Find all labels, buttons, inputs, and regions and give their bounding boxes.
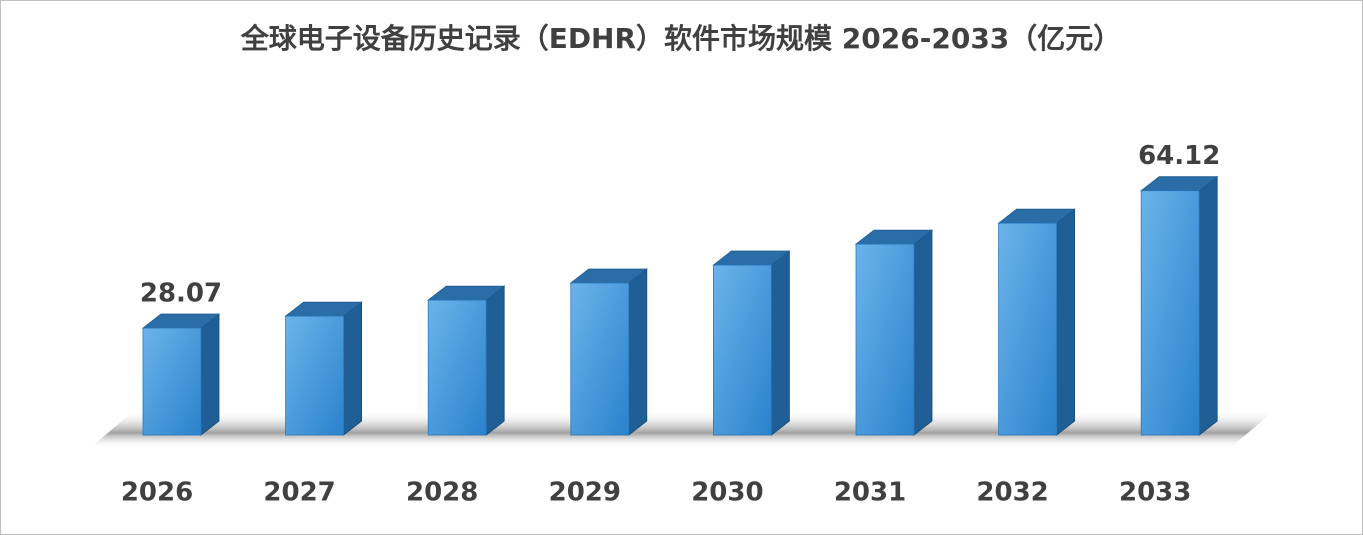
data-label: 64.12: [1138, 141, 1220, 171]
x-tick-label: 2029: [549, 478, 621, 508]
bar-face: [771, 250, 790, 436]
x-tick-label: 2030: [691, 478, 763, 508]
bar: [1140, 175, 1219, 436]
bar-face: [1140, 190, 1200, 436]
bar-face: [855, 243, 915, 436]
bar: [141, 313, 221, 436]
bar-face: [343, 301, 363, 436]
bar-face: [285, 315, 345, 436]
bar: [569, 268, 648, 436]
bar-face: [1198, 175, 1218, 436]
bar-face: [142, 327, 202, 436]
x-tick-label: 2032: [976, 478, 1048, 508]
data-label: 28.07: [140, 279, 222, 309]
bar-face: [200, 313, 220, 436]
chart-title: 全球电子设备历史记录（EDHR）软件市场规模 2026-2033（亿元）: [240, 22, 1122, 55]
bar-face: [485, 285, 505, 436]
x-tick-label: 2026: [121, 478, 193, 508]
x-tick-label: 2027: [263, 478, 335, 508]
x-tick-label: 2031: [834, 478, 906, 508]
floor-shadow: [90, 410, 1275, 448]
bar-face: [913, 229, 933, 436]
bar-face: [628, 268, 648, 436]
bar: [854, 229, 934, 436]
bar-face: [1056, 208, 1075, 436]
bar: [284, 301, 363, 436]
bar: [997, 208, 1076, 436]
bar-face: [713, 264, 772, 436]
bar-face: [570, 282, 630, 436]
bar-face: [998, 222, 1057, 436]
x-tick-label: 2033: [1119, 478, 1191, 508]
bar: [712, 250, 791, 436]
bar: [427, 285, 506, 436]
bar-face: [427, 299, 487, 436]
x-tick-label: 2028: [406, 478, 478, 508]
